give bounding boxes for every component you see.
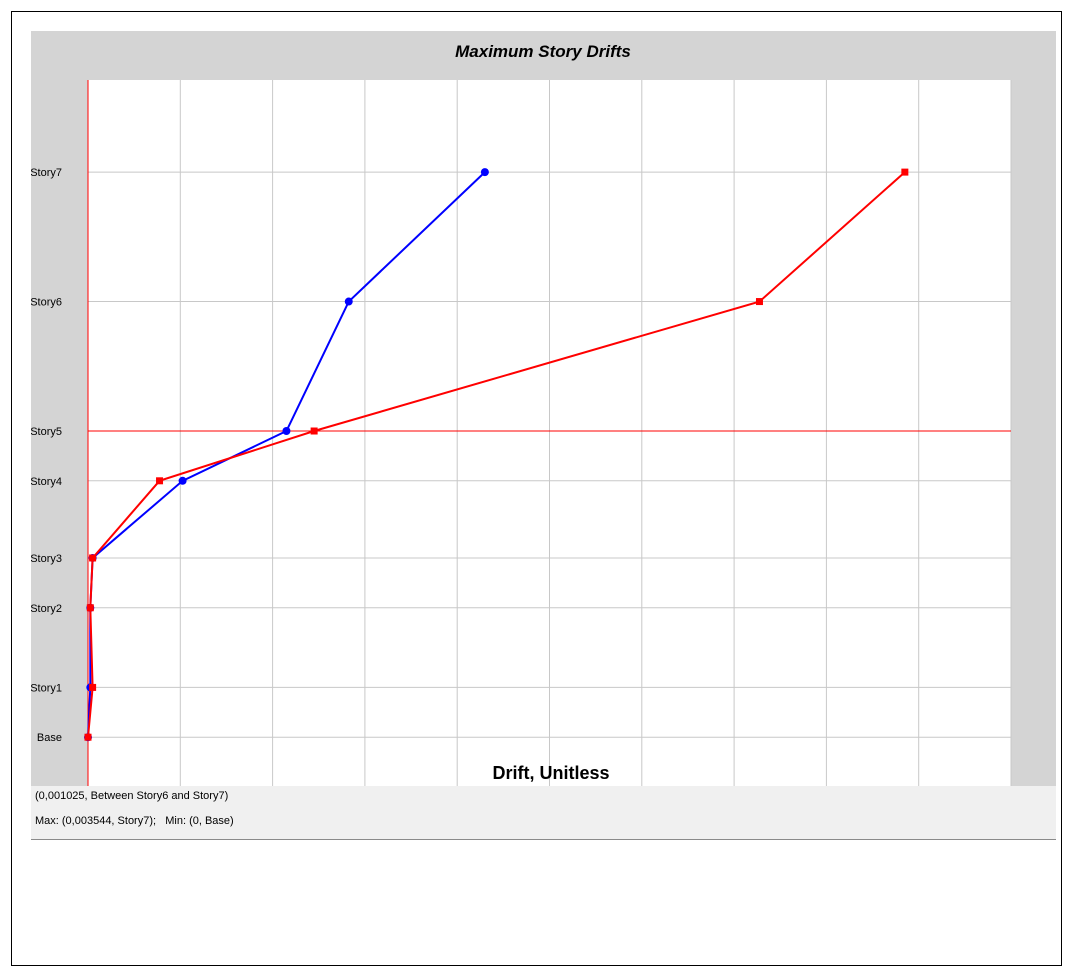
data-point[interactable] — [901, 168, 909, 176]
chart-title: Maximum Story Drifts — [455, 42, 631, 61]
chart-panel: 0,000,400,801,201,602,002,402,803,203,60… — [31, 31, 1056, 786]
data-point[interactable] — [282, 427, 291, 436]
data-point[interactable] — [178, 476, 187, 485]
story-drift-chart[interactable]: 0,000,400,801,201,602,002,402,803,203,60… — [31, 31, 1056, 786]
x-axis-title: Drift, Unitless — [492, 763, 609, 783]
max-min-readout: Max: (0,003544, Story7); Min: (0, Base) — [35, 815, 234, 827]
min-readout: Min: (0, Base) — [165, 815, 234, 827]
data-point[interactable] — [755, 298, 763, 306]
max-readout: Max: (0,003544, Story7); — [35, 815, 157, 827]
cursor-readout: (0,001025, Between Story6 and Story7) — [35, 790, 229, 802]
status-bar: (0,001025, Between Story6 and Story7) Ma… — [31, 786, 1056, 840]
data-point[interactable] — [310, 427, 318, 435]
y-tick-label: Story4 — [31, 476, 62, 488]
y-tick-label: Story2 — [31, 603, 62, 615]
y-tick-label: Story6 — [31, 297, 62, 309]
data-point[interactable] — [89, 683, 97, 691]
series-line-2 — [87, 171, 906, 738]
data-point[interactable] — [89, 554, 97, 562]
y-tick-label: Story7 — [31, 167, 62, 179]
data-point[interactable] — [156, 477, 164, 485]
data-point[interactable] — [84, 733, 92, 741]
y-tick-label: Story5 — [31, 426, 62, 438]
data-point[interactable] — [86, 604, 94, 612]
data-point[interactable] — [344, 297, 353, 306]
series-line-1 — [87, 171, 486, 738]
y-tick-label: Story3 — [31, 553, 62, 565]
y-tick-label: Base — [37, 732, 62, 744]
axis-labels-layer: 0,000,400,801,201,602,002,402,803,203,60… — [31, 167, 62, 744]
y-tick-label: Story1 — [31, 682, 62, 694]
series-layer — [84, 168, 909, 742]
data-point[interactable] — [480, 168, 489, 177]
cursor-crosshair — [87, 80, 1011, 786]
